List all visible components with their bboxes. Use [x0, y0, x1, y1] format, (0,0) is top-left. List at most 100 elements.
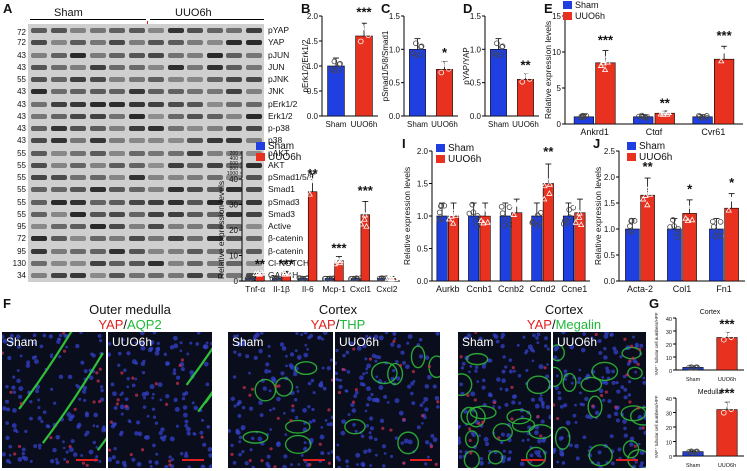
nucleus — [134, 431, 139, 436]
nucleus — [238, 440, 242, 444]
blot-band — [70, 224, 86, 229]
significance-label: *** — [331, 241, 347, 256]
nucleus — [245, 354, 250, 359]
nucleus — [366, 386, 371, 392]
nucleus — [418, 337, 423, 342]
nucleus — [517, 373, 522, 378]
data-point — [646, 190, 654, 197]
data-point — [501, 222, 508, 229]
nucleus — [186, 431, 191, 436]
nucleus — [310, 378, 315, 383]
bar — [716, 409, 738, 457]
blot-band — [148, 211, 164, 217]
blot-band — [109, 77, 125, 82]
data-point — [499, 43, 506, 50]
bar — [479, 215, 491, 282]
nucleus — [97, 333, 102, 338]
nucleus — [362, 337, 366, 341]
nucleus — [117, 351, 122, 356]
data-point — [577, 221, 585, 228]
nucleus — [268, 389, 272, 393]
nucleus — [160, 427, 165, 432]
yap-signal — [274, 384, 278, 389]
blot-protein-label: pJNK — [268, 74, 289, 84]
bar — [625, 228, 640, 282]
nucleus — [356, 345, 362, 351]
blot-band — [206, 138, 223, 144]
data-point — [331, 58, 338, 65]
nucleus — [365, 367, 369, 371]
data-point — [336, 61, 343, 68]
blot-mw-label: 72 — [17, 38, 26, 48]
yap-signal — [289, 419, 293, 423]
nucleus — [319, 434, 325, 440]
y-tick-label: 10 — [552, 48, 561, 57]
data-point — [603, 54, 610, 61]
nucleus — [183, 453, 189, 458]
yap-signal — [623, 337, 627, 341]
micro-label-uuo: UUO6h — [339, 335, 380, 349]
nucleus — [17, 457, 23, 462]
blot-band — [187, 187, 203, 193]
nucleus — [37, 416, 42, 421]
nucleus — [265, 362, 270, 367]
blot-protein-label: pErk1/2 — [268, 98, 298, 109]
blot-band — [206, 199, 223, 205]
legend-label: UUO6h — [268, 152, 301, 163]
blot-band — [128, 211, 145, 217]
blot-band — [187, 260, 203, 266]
nucleus — [8, 344, 13, 348]
nucleus — [241, 427, 244, 431]
blot-band — [148, 113, 164, 119]
yap-signal — [636, 406, 640, 410]
nucleus — [406, 341, 410, 345]
legend-swatch — [256, 153, 265, 161]
nucleus — [368, 435, 373, 440]
nucleus — [615, 380, 619, 385]
data-point — [247, 275, 254, 282]
blot-mw-label: 55 — [17, 160, 26, 170]
yap-signal — [115, 402, 119, 406]
nucleus — [269, 428, 273, 431]
y-tick-label: 5 — [557, 84, 562, 93]
nucleus — [359, 381, 364, 387]
nucleus — [369, 464, 373, 467]
nucleus — [531, 359, 535, 363]
nucleus — [117, 363, 121, 367]
nucleus — [568, 443, 573, 448]
tubule — [591, 361, 619, 382]
blot-protein-label: Erk1/2 — [268, 110, 293, 121]
y-break-tick-label: 400 — [230, 156, 239, 162]
nucleus — [470, 431, 475, 435]
nucleus — [196, 332, 201, 335]
blot-band — [89, 199, 106, 205]
nucleus — [279, 342, 285, 347]
nucleus — [111, 422, 117, 427]
blot-band — [187, 77, 203, 82]
nucleus — [368, 431, 372, 435]
yap-signal — [230, 452, 234, 456]
significance-label: *** — [279, 256, 295, 271]
nucleus — [151, 396, 155, 400]
data-point — [560, 221, 567, 227]
panel-label-d: D — [463, 1, 473, 16]
data-point — [286, 269, 293, 276]
blot-band — [70, 89, 86, 95]
data-point — [438, 69, 445, 76]
blot-band — [31, 187, 47, 193]
blot-band — [167, 175, 184, 180]
x-tick-label: Col1 — [673, 284, 692, 294]
nucleus — [500, 332, 506, 338]
nucleus — [609, 434, 614, 439]
region-title-3: Cortex — [544, 302, 584, 317]
nucleus — [16, 378, 21, 384]
blot-band — [148, 199, 164, 205]
chart-i: 0.0 0.5 1.0 1.5 2.0 Relative expression level… — [402, 143, 590, 294]
nucleus — [534, 403, 540, 409]
data-point — [693, 448, 700, 455]
nucleus — [411, 401, 416, 406]
blot-protein-label: β-catenin — [268, 233, 304, 244]
nucleus — [100, 397, 105, 402]
nucleus — [55, 457, 59, 461]
nucleus — [607, 414, 612, 419]
